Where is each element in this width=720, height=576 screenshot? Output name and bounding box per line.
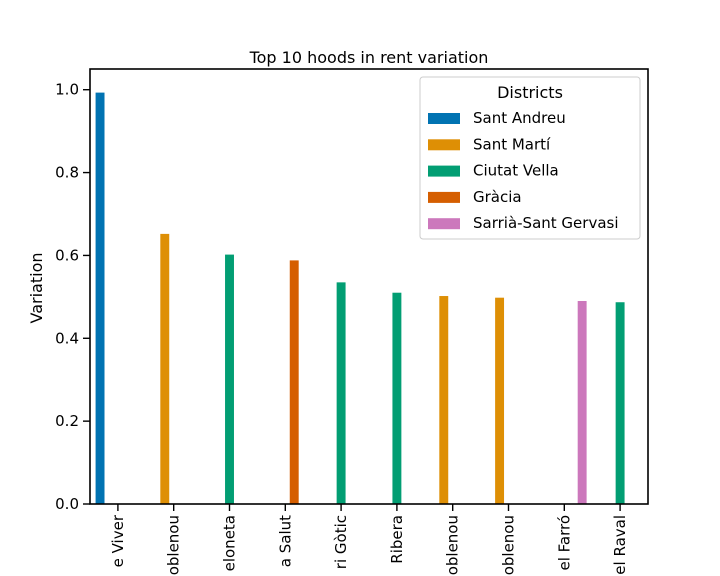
bar-6: [392, 292, 402, 504]
x-tick-label: oblenou: [165, 515, 183, 575]
legend-label: Sant Andreu: [473, 109, 566, 127]
legend-label: Sarrià-Sant Gervasi: [473, 214, 619, 232]
x-tick-label: oblenou: [444, 515, 462, 575]
y-tick-label: 0.2: [55, 412, 79, 430]
y-tick-label: 0.6: [55, 246, 79, 264]
chart-title: Top 10 hoods in rent variation: [249, 48, 489, 67]
y-tick-label: 0.0: [55, 495, 79, 513]
x-tick-label: el Farró: [555, 515, 573, 571]
legend-swatch: [428, 113, 460, 124]
x-tick-label: Ribera: [388, 515, 406, 564]
y-tick-label: 1.0: [55, 81, 79, 99]
bar-9: [577, 301, 587, 504]
bar-1: [95, 92, 105, 505]
legend-label: Sant Martí: [473, 135, 551, 153]
legend-swatch: [428, 165, 460, 177]
bar-8: [495, 297, 505, 504]
y-axis-label: Variation: [27, 253, 46, 324]
legend: Districts Sant Andreu Sant Martí Ciutat Vel…: [419, 76, 641, 240]
x-tick-label: oblenou: [500, 515, 518, 575]
legend-swatch: [428, 218, 460, 230]
bar-10: [615, 302, 625, 504]
x-tick-label: el Raval: [611, 515, 629, 575]
axes-group: 0.0 0.2 0.4 0.6 0.8 1.0 e Viver oblenou eloneta a…: [55, 68, 649, 575]
legend-swatch: [428, 139, 460, 151]
y-tick-label: 0.8: [55, 164, 79, 182]
legend-box: [419, 76, 641, 240]
legend-swatch: [428, 191, 460, 203]
x-tick-label: ri Gòtic: [332, 515, 350, 569]
x-tick-label: eloneta: [221, 515, 239, 571]
bar-2: [160, 233, 170, 504]
bar-5: [336, 282, 346, 504]
y-tick-label: 0.4: [55, 329, 79, 347]
bar-4: [289, 260, 299, 504]
bar-3: [225, 254, 234, 504]
x-tick-label: a Salut: [276, 515, 294, 567]
legend-title: Districts: [497, 83, 563, 102]
legend-label: Gràcia: [473, 188, 522, 206]
bars-group: [95, 92, 625, 505]
x-tick-label: e Viver: [109, 514, 127, 567]
bar-7: [439, 296, 449, 504]
plot-frame: [89, 68, 649, 505]
legend-label: Ciutat Vella: [473, 162, 559, 180]
